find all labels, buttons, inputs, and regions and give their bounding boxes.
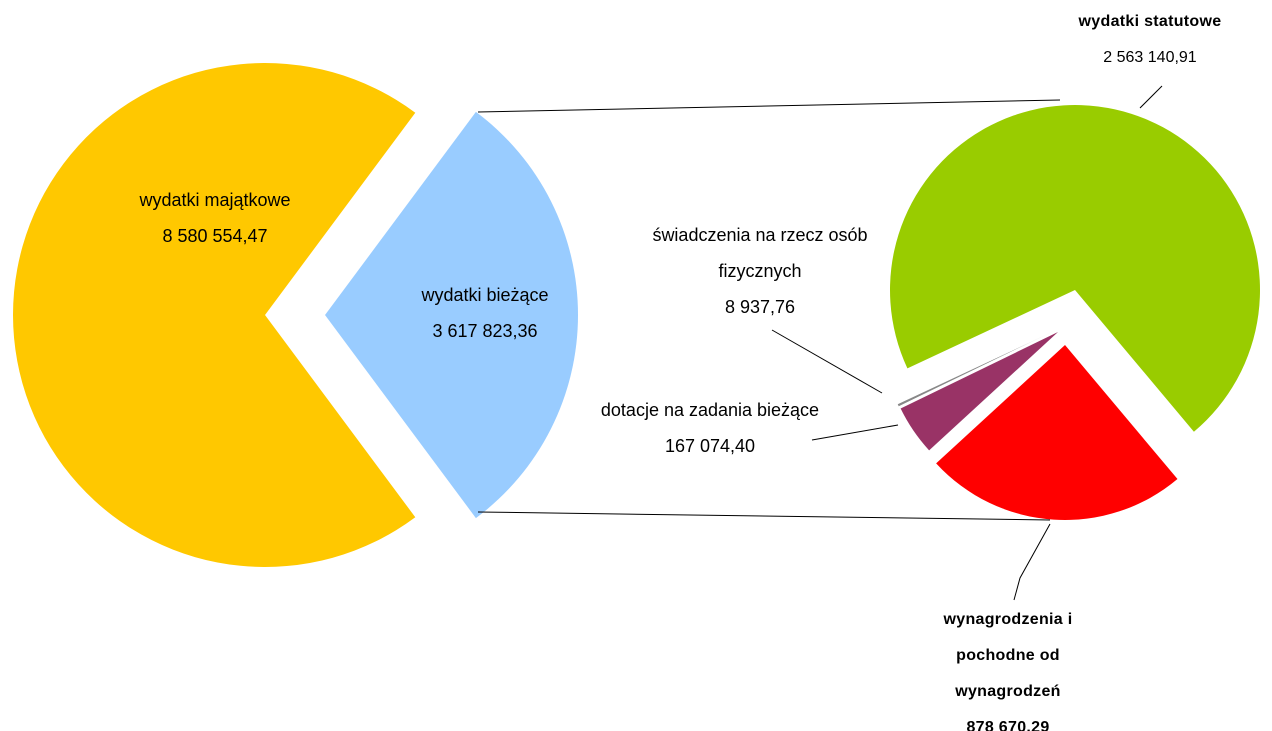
connector-line <box>477 511 1051 521</box>
leader-line <box>1139 85 1163 109</box>
slice-label: świadczenia na rzecz osób fizycznych 8 93… <box>652 225 868 317</box>
leader-line <box>1013 523 1051 601</box>
pie-slice <box>890 104 1260 432</box>
pie-slice <box>13 62 416 568</box>
slice-label: wydatki bieżące 3 617 823,36 <box>421 285 549 341</box>
pie-slice <box>325 111 579 519</box>
leader-line <box>811 424 899 441</box>
connector-line <box>477 99 1061 113</box>
slice-label: dotacje na zadania bieżące 167 074,40 <box>600 400 820 456</box>
slice-label: wynagrodzenia i pochodne od wynagrodzeń 8… <box>943 611 1073 731</box>
slice-label: wydatki statutowe 2 563 140,91 <box>1078 13 1222 66</box>
leader-line <box>771 329 883 394</box>
pie-slice <box>936 345 1178 520</box>
slice-label: wydatki majątkowe 8 580 554,47 <box>139 190 291 246</box>
pie-slice <box>897 329 1057 407</box>
pie-slice <box>900 332 1058 451</box>
